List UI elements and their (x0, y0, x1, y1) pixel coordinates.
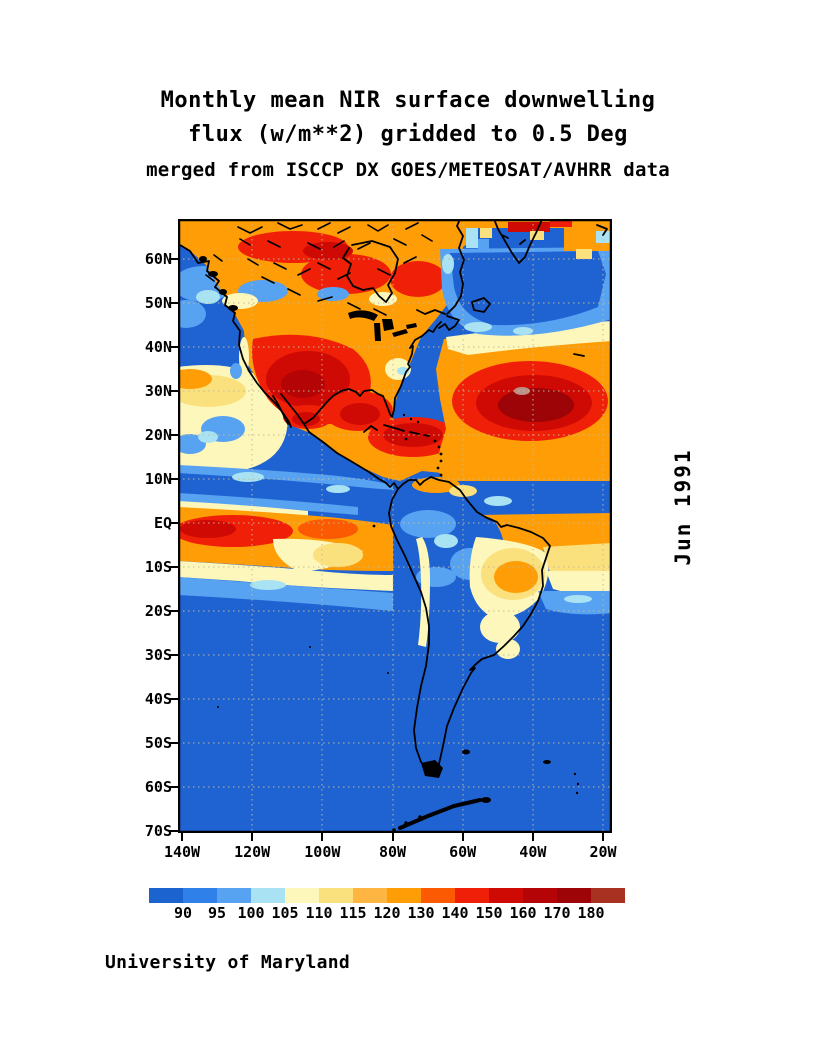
lat-tick-label: 30N (144, 382, 172, 400)
colorbar-segment (285, 888, 319, 903)
colorbar-label: 140 (441, 904, 469, 922)
colorbar-segment (523, 888, 557, 903)
colorbar-label: 90 (173, 904, 193, 922)
lakes-and-arctic-detail (205, 222, 433, 316)
colorbar-segment (251, 888, 285, 903)
lon-tick-mark (181, 833, 183, 841)
lat-tick-label: EQ (153, 514, 172, 532)
colorbar-segment (421, 888, 455, 903)
colorbar-segment (591, 888, 625, 903)
lat-tick-label: 60N (144, 250, 172, 268)
colorbar-label: 160 (509, 904, 537, 922)
lat-tick-label: 30S (144, 646, 172, 664)
lat-tick-mark (169, 566, 178, 568)
colorbar-segment (319, 888, 353, 903)
lat-tick-mark (169, 346, 178, 348)
colorbar-label: 105 (271, 904, 299, 922)
lat-tick-mark (169, 830, 178, 832)
lat-tick-label: 10N (144, 470, 172, 488)
lat-tick-mark (169, 390, 178, 392)
lat-tick-mark (169, 698, 178, 700)
colorbar-label: 150 (475, 904, 503, 922)
lat-tick-mark (169, 522, 178, 524)
colorbar-segment (217, 888, 251, 903)
lat-tick-label: 50S (144, 734, 172, 752)
page-title-line3: merged from ISCCP DX GOES/METEOSAT/AVHRR… (146, 159, 670, 181)
colorbar-label: 100 (237, 904, 265, 922)
lon-tick-label: 20W (589, 843, 617, 861)
lat-tick-mark (169, 302, 178, 304)
flux-map (166, 218, 613, 834)
colorbar-segment (353, 888, 387, 903)
lat-tick-label: 20N (144, 426, 172, 444)
lon-tick-label: 120W (234, 843, 271, 861)
page-title-line1: Monthly mean NIR surface downwelling (160, 88, 656, 113)
lat-tick-mark (169, 434, 178, 436)
lon-tick-mark (602, 833, 605, 841)
lat-tick-label: 20S (144, 602, 172, 620)
lat-tick-mark (169, 654, 178, 656)
coastlines (179, 218, 608, 771)
colorbar-label: 95 (207, 904, 227, 922)
colorbar (149, 888, 625, 903)
flux-map-svg (166, 218, 613, 834)
colorbar-segment (149, 888, 183, 903)
antarctic-peninsula-coast (398, 798, 482, 830)
lat-tick-label: 70S (144, 822, 172, 840)
page-title-line2: flux (w/m**2) gridded to 0.5 Deg (188, 122, 628, 147)
lat-tick-mark (169, 742, 178, 744)
colorbar-label: 130 (407, 904, 435, 922)
lat-tick-mark (169, 610, 178, 612)
lon-tick-mark (321, 833, 324, 841)
lon-tick-label: 40W (519, 843, 547, 861)
lon-tick-mark (391, 833, 394, 841)
colorbar-label: 115 (339, 904, 367, 922)
lon-tick-label: 60W (449, 843, 477, 861)
colorbar-segment (455, 888, 489, 903)
lon-tick-label: 80W (378, 843, 407, 861)
lon-tick-mark (461, 833, 464, 841)
lat-tick-mark (169, 478, 178, 480)
colorbar-label: 110 (305, 904, 333, 922)
lon-tick-mark (251, 833, 254, 841)
lat-tick-label: 40N (144, 338, 172, 356)
filled-land-detail (199, 256, 580, 832)
date-label: Jun 1991 (671, 448, 695, 566)
colorbar-segment (557, 888, 591, 903)
credit-label: University of Maryland (105, 952, 351, 973)
lat-tick-label: 10S (144, 558, 172, 576)
colorbar-segment (183, 888, 217, 903)
lon-tick-mark (531, 833, 534, 841)
lon-tick-label: 100W (304, 843, 341, 861)
colorbar-label: 170 (543, 904, 571, 922)
map-frame (177, 218, 613, 834)
colorbar-label: 180 (577, 904, 605, 922)
colorbar-label: 120 (373, 904, 401, 922)
lon-tick-label: 140W (163, 843, 201, 861)
lat-tick-mark (169, 258, 178, 260)
lat-tick-mark (169, 786, 178, 788)
lat-tick-label: 50N (144, 294, 172, 312)
lat-tick-label: 40S (144, 690, 172, 708)
colorbar-segment (489, 888, 523, 903)
lat-tick-label: 60S (144, 778, 172, 796)
colorbar-segment (387, 888, 421, 903)
